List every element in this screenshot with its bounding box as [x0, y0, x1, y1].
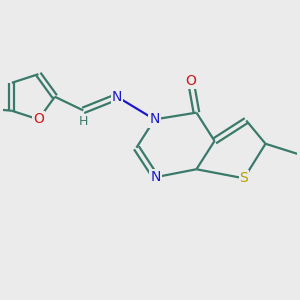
Text: O: O: [185, 74, 196, 88]
Text: N: N: [112, 90, 122, 104]
Text: N: N: [151, 170, 161, 184]
Text: S: S: [240, 171, 248, 185]
Text: O: O: [33, 112, 44, 126]
Text: N: N: [149, 112, 160, 126]
Text: H: H: [79, 115, 88, 128]
